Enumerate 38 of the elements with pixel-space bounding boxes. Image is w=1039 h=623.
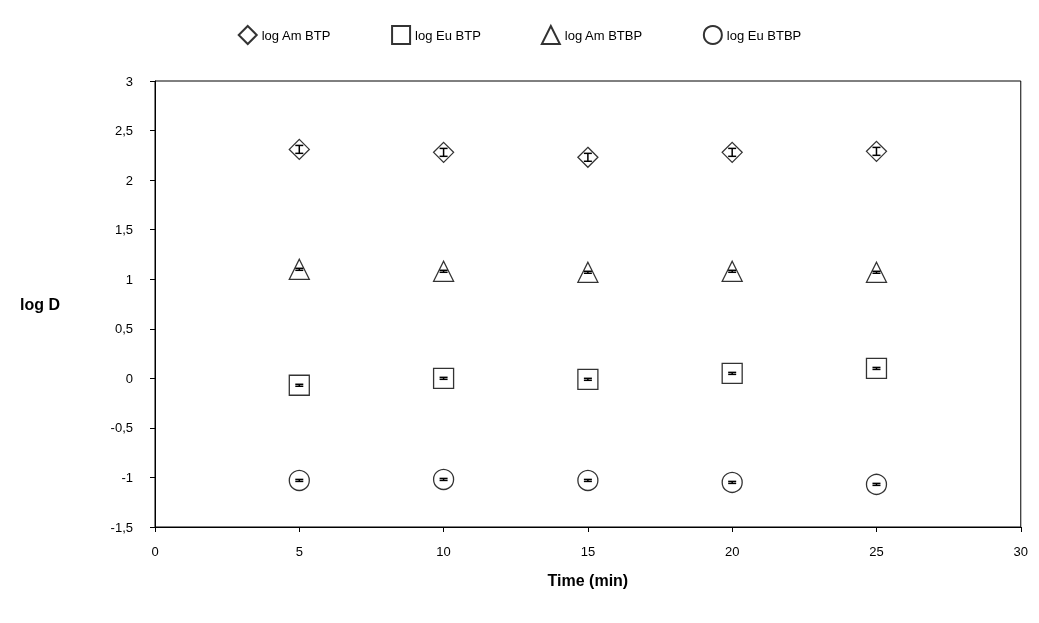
- y-tick-label: 1,5: [114, 222, 133, 238]
- y-tick-label: 0,5: [114, 321, 133, 337]
- legend-label: log Eu BTBP: [726, 27, 802, 43]
- point: [865, 473, 888, 496]
- point: [577, 368, 599, 390]
- point: [721, 260, 743, 282]
- point: [288, 374, 310, 396]
- x-tick-label: 0: [151, 544, 159, 559]
- x-tick-label: 30: [1013, 544, 1028, 559]
- point: [432, 367, 455, 389]
- y-tick-label: -1,5: [110, 519, 133, 535]
- y-tick-label: -0,5: [110, 420, 133, 436]
- x-tick-label: 25: [869, 544, 884, 559]
- point: [865, 261, 888, 283]
- y-tick-label: 3: [125, 73, 133, 89]
- y-tick-label: 2: [125, 172, 133, 188]
- legend-label: log Eu BTP: [415, 27, 481, 43]
- point: [577, 261, 599, 283]
- point: [288, 469, 310, 492]
- x-tick-label: 10: [436, 544, 451, 559]
- legend-label: log Am BTP: [261, 27, 331, 43]
- point: [432, 468, 455, 491]
- point: [432, 260, 455, 282]
- legend-label: log Am BTBP: [564, 27, 643, 43]
- x-tick-label: 20: [724, 544, 740, 559]
- y-tick-label: 1: [125, 271, 133, 287]
- x-tick-label: 5: [295, 544, 303, 559]
- point: [577, 469, 599, 492]
- y-tick-label: -1: [121, 469, 133, 485]
- x-tick-label: 15: [580, 544, 596, 559]
- point: [288, 258, 310, 280]
- y-tick-label: 2,5: [114, 123, 133, 139]
- point: [721, 362, 743, 385]
- point: [865, 357, 888, 380]
- x-axis-title: Time (min): [547, 571, 629, 589]
- y-axis-title: log D: [20, 295, 60, 313]
- y-tick-label: 0: [125, 370, 133, 386]
- point: [721, 471, 743, 494]
